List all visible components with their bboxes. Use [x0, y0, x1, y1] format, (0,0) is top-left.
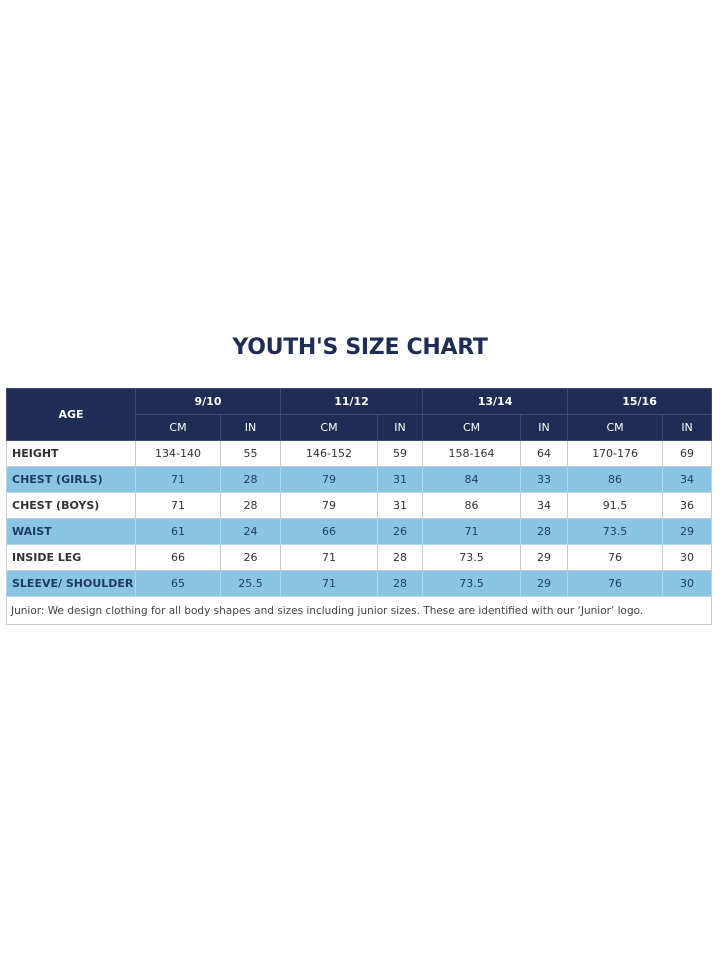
cell: 73.5 [422, 544, 522, 571]
cell: 59 [377, 440, 424, 467]
cell: 69 [662, 440, 713, 467]
data-row: CHEST (BOYS) 71 28 79 31 86 34 91.5 36 [6, 492, 713, 519]
row-label: CHEST (GIRLS) [6, 466, 136, 493]
cell: 170-176 [567, 440, 664, 467]
cell: 134-140 [135, 440, 221, 467]
cell: 73.5 [422, 570, 522, 597]
data-row: CHEST (GIRLS) 71 28 79 31 84 33 86 34 [6, 466, 713, 493]
cell: 31 [377, 492, 424, 519]
data-row: HEIGHT 134-140 55 146-152 59 158-164 64 170-176… [6, 440, 713, 467]
cell: 28 [520, 518, 569, 545]
cell: 29 [520, 544, 569, 571]
data-row: INSIDE LEG 66 26 71 28 73.5 29 76 30 [6, 544, 713, 571]
cell: 33 [520, 466, 569, 493]
cell: 91.5 [567, 492, 664, 519]
unit-header: IN [377, 414, 424, 441]
cell: 31 [377, 466, 424, 493]
data-row: WAIST 61 24 66 26 71 28 73.5 29 [6, 518, 713, 545]
title: YOUTH'S SIZE CHART [232, 335, 488, 360]
cell: 71 [422, 518, 522, 545]
data-row: SLEEVE/ SHOULDER 65 25.5 71 28 73.5 29 76 30 [6, 570, 713, 597]
cell: 71 [135, 466, 221, 493]
cell: 26 [219, 544, 282, 571]
cell: 34 [662, 466, 713, 493]
cell: 64 [520, 440, 569, 467]
cell: 71 [135, 492, 221, 519]
unit-header: IN [520, 414, 569, 441]
cell: 158-164 [422, 440, 522, 467]
cell: 86 [567, 466, 664, 493]
note-row: Junior: We design clothing for all body … [5, 596, 713, 625]
cell: 36 [662, 492, 713, 519]
cell: 26 [377, 518, 424, 545]
cell: 76 [567, 570, 664, 597]
unit-header: CM [280, 414, 379, 441]
cell: 76 [567, 544, 664, 571]
unit-header: IN [219, 414, 282, 441]
cell: 29 [520, 570, 569, 597]
cell: 71 [280, 570, 379, 597]
cell: 28 [377, 570, 424, 597]
cell: 30 [662, 544, 713, 571]
cell: 84 [422, 466, 522, 493]
cell: 79 [280, 466, 379, 493]
row-label: SLEEVE/ SHOULDER [6, 570, 136, 597]
row-label: CHEST (BOYS) [6, 492, 136, 519]
unit-header: IN [662, 414, 713, 441]
age-header: 11/12 [280, 388, 424, 415]
cell: 28 [377, 544, 424, 571]
age-header: 15/16 [567, 388, 713, 415]
cell: 28 [219, 492, 282, 519]
cell: 55 [219, 440, 282, 467]
unit-header: CM [422, 414, 522, 441]
cell: 79 [280, 492, 379, 519]
cell: 28 [219, 466, 282, 493]
cell: 24 [219, 518, 282, 545]
cell: 66 [280, 518, 379, 545]
cell: 30 [662, 570, 713, 597]
row-label: WAIST [6, 518, 136, 545]
header-row: AGE 9/10 11/12 13/14 15/16 [6, 388, 713, 441]
age-header: 9/10 [134, 388, 282, 415]
unit-header: CM [567, 414, 664, 441]
unit-row: CM IN CM IN CM IN CM IN [7, 414, 713, 441]
row-label: INSIDE LEG [6, 544, 136, 571]
cell: 146-152 [280, 440, 379, 467]
unit-header: CM [135, 414, 221, 441]
cell: 29 [662, 518, 713, 545]
cell: 86 [422, 492, 522, 519]
cell: 65 [135, 570, 221, 597]
cell: 25.5 [219, 570, 282, 597]
cell: 73.5 [567, 518, 664, 545]
cell: 71 [280, 544, 379, 571]
age-header: 13/14 [422, 388, 569, 415]
row-label: HEIGHT [6, 440, 136, 467]
corner-header: AGE [6, 388, 136, 441]
footnote: Junior: We design clothing for all body … [5, 596, 713, 625]
cell: 61 [135, 518, 221, 545]
size-table: AGE 9/10 11/12 13/14 15/16 CM IN CM IN CM IN CM IN HE… [5, 388, 713, 625]
cell: 34 [520, 492, 569, 519]
cell: 66 [135, 544, 221, 571]
